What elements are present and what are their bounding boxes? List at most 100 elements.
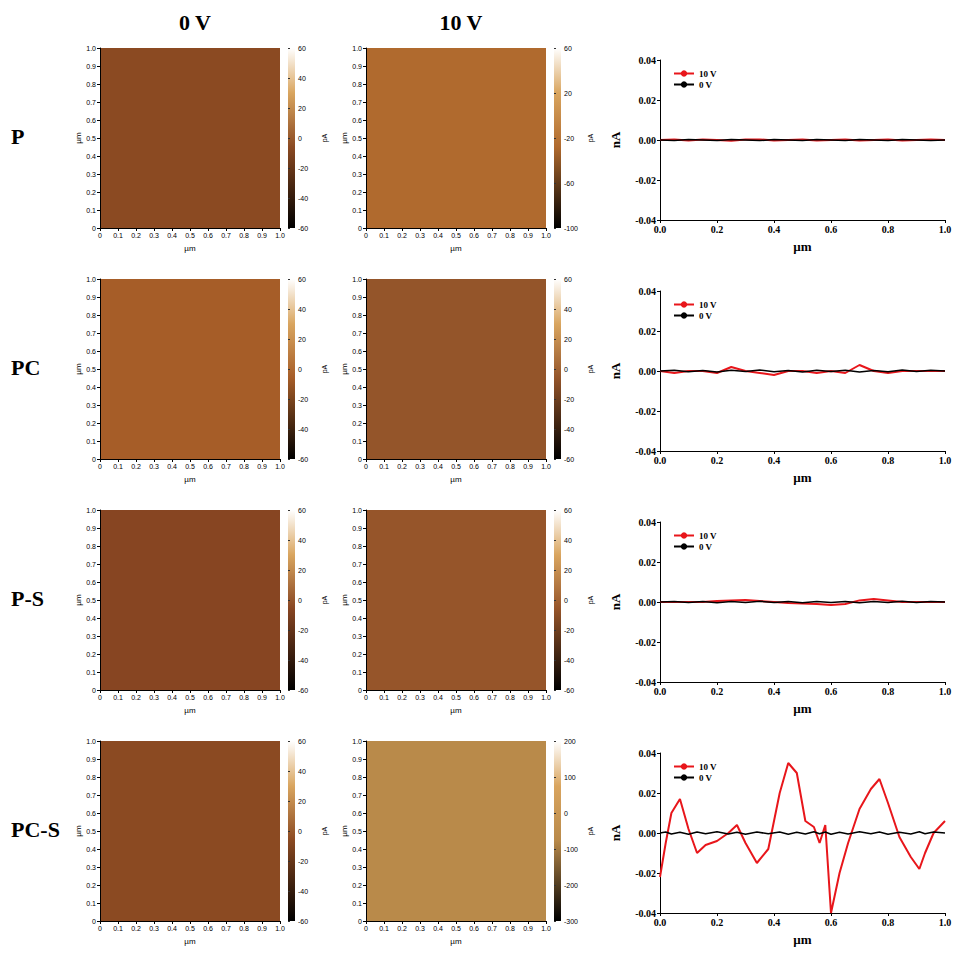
svg-text:µm: µm — [450, 475, 462, 484]
svg-text:0.9: 0.9 — [352, 756, 362, 763]
svg-text:0.9: 0.9 — [352, 525, 362, 532]
svg-text:0.4: 0.4 — [352, 846, 362, 853]
svg-text:0.2: 0.2 — [352, 420, 362, 427]
svg-text:0.8: 0.8 — [352, 543, 362, 550]
svg-text:0.5: 0.5 — [451, 694, 461, 701]
svg-text:0.7: 0.7 — [86, 330, 96, 337]
svg-text:0.6: 0.6 — [203, 694, 213, 701]
svg-text:PC-S: PC-S — [11, 817, 60, 842]
svg-text:0.2: 0.2 — [711, 455, 724, 466]
svg-text:-20: -20 — [564, 627, 574, 634]
svg-text:0.02: 0.02 — [639, 557, 657, 568]
svg-text:0.9: 0.9 — [86, 63, 96, 70]
svg-text:0 V: 0 V — [699, 773, 713, 783]
svg-text:0.8: 0.8 — [505, 694, 515, 701]
svg-text:0.4: 0.4 — [167, 232, 177, 239]
svg-text:1.0: 1.0 — [275, 694, 285, 701]
svg-text:-20: -20 — [298, 165, 308, 172]
svg-text:0.0: 0.0 — [654, 686, 667, 697]
svg-text:-0.02: -0.02 — [635, 868, 656, 879]
svg-text:0.7: 0.7 — [221, 694, 231, 701]
svg-text:0.5: 0.5 — [352, 366, 362, 373]
svg-text:0.4: 0.4 — [768, 917, 781, 928]
svg-text:0.02: 0.02 — [639, 95, 657, 106]
svg-text:0.7: 0.7 — [86, 99, 96, 106]
svg-text:1.0: 1.0 — [352, 276, 362, 283]
svg-text:0.3: 0.3 — [415, 925, 425, 932]
svg-text:0.9: 0.9 — [257, 232, 267, 239]
svg-text:0.6: 0.6 — [203, 463, 213, 470]
svg-text:-20: -20 — [298, 396, 308, 403]
svg-text:40: 40 — [564, 306, 572, 313]
svg-text:0.3: 0.3 — [149, 232, 159, 239]
svg-text:0.8: 0.8 — [239, 694, 249, 701]
svg-text:1.0: 1.0 — [86, 45, 96, 52]
svg-text:-60: -60 — [564, 687, 574, 694]
svg-text:0.04: 0.04 — [639, 517, 657, 528]
svg-text:µm: µm — [340, 825, 349, 837]
svg-text:0.1: 0.1 — [379, 694, 389, 701]
svg-text:0.7: 0.7 — [487, 232, 497, 239]
svg-text:0.3: 0.3 — [149, 694, 159, 701]
svg-text:0.8: 0.8 — [882, 917, 895, 928]
svg-text:0.2: 0.2 — [397, 925, 407, 932]
svg-text:µm: µm — [340, 132, 349, 144]
svg-text:0.7: 0.7 — [352, 99, 362, 106]
svg-text:0: 0 — [92, 225, 96, 232]
svg-text:0.2: 0.2 — [711, 686, 724, 697]
svg-text:0.00: 0.00 — [639, 135, 657, 146]
svg-text:1.0: 1.0 — [86, 738, 96, 745]
svg-text:60: 60 — [564, 45, 572, 52]
svg-text:-40: -40 — [564, 657, 574, 664]
svg-text:µm: µm — [184, 937, 196, 946]
svg-text:0.4: 0.4 — [433, 694, 443, 701]
svg-text:0.2: 0.2 — [397, 232, 407, 239]
svg-text:0.6: 0.6 — [352, 810, 362, 817]
svg-text:40: 40 — [298, 75, 306, 82]
svg-text:0.6: 0.6 — [86, 117, 96, 124]
svg-text:0.3: 0.3 — [415, 694, 425, 701]
svg-text:1.0: 1.0 — [939, 686, 952, 697]
svg-text:0: 0 — [564, 810, 568, 817]
svg-text:0.4: 0.4 — [433, 232, 443, 239]
svg-text:200: 200 — [564, 738, 576, 745]
svg-text:0.5: 0.5 — [352, 828, 362, 835]
svg-text:0 V: 0 V — [179, 10, 211, 35]
svg-text:0.00: 0.00 — [639, 366, 657, 377]
svg-text:0: 0 — [564, 597, 568, 604]
svg-text:0: 0 — [364, 925, 368, 932]
svg-text:0.2: 0.2 — [397, 694, 407, 701]
svg-text:20: 20 — [564, 567, 572, 574]
svg-text:0.8: 0.8 — [86, 774, 96, 781]
svg-text:-0.02: -0.02 — [635, 406, 656, 417]
svg-text:0: 0 — [298, 366, 302, 373]
svg-text:60: 60 — [298, 45, 306, 52]
svg-text:0: 0 — [92, 918, 96, 925]
svg-text:0.6: 0.6 — [825, 224, 838, 235]
svg-text:0.4: 0.4 — [86, 615, 96, 622]
svg-text:100: 100 — [564, 774, 576, 781]
svg-text:0.5: 0.5 — [352, 135, 362, 142]
svg-text:-0.02: -0.02 — [635, 637, 656, 648]
svg-text:PC: PC — [11, 355, 40, 380]
svg-text:0.8: 0.8 — [505, 232, 515, 239]
svg-text:0.3: 0.3 — [352, 633, 362, 640]
svg-text:-100: -100 — [564, 846, 578, 853]
svg-text:0.1: 0.1 — [113, 232, 123, 239]
svg-text:-300: -300 — [564, 918, 578, 925]
svg-text:0.3: 0.3 — [86, 633, 96, 640]
svg-text:µm: µm — [340, 594, 349, 606]
svg-text:0.4: 0.4 — [768, 455, 781, 466]
svg-text:0: 0 — [564, 366, 568, 373]
svg-text:0.5: 0.5 — [185, 694, 195, 701]
svg-text:0.9: 0.9 — [86, 756, 96, 763]
svg-text:0.6: 0.6 — [203, 925, 213, 932]
svg-text:0: 0 — [298, 135, 302, 142]
svg-text:0: 0 — [298, 597, 302, 604]
svg-text:-40: -40 — [298, 426, 308, 433]
svg-text:-200: -200 — [564, 882, 578, 889]
svg-text:0.7: 0.7 — [487, 463, 497, 470]
svg-text:40: 40 — [298, 306, 306, 313]
svg-text:0 V: 0 V — [699, 542, 713, 552]
svg-text:0.3: 0.3 — [149, 463, 159, 470]
